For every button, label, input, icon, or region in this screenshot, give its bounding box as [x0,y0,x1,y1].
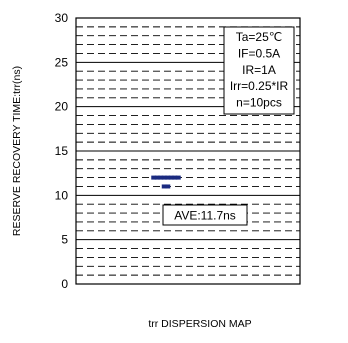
condition-line: Irr=0.25*IR [230,79,289,93]
chart-title: trr DISPERSION MAP [148,318,251,330]
data-point [158,175,164,180]
data-points [151,175,181,189]
data-point [172,175,178,180]
average-box-frame [162,204,248,226]
y-tick-label: 5 [61,233,68,247]
y-axis-label: RESERVE RECOVERY TIME:trr(ns) [11,66,23,236]
y-tick-label: 10 [55,188,69,202]
conditions-box: Ta=25℃ IF=0.5A IR=1A Irr=0.25*IR n=10pcs [223,26,295,115]
y-tick-label: 30 [55,11,69,25]
average-label: AVE:11.7ns [174,209,236,223]
y-tick-label: 15 [55,144,69,158]
y-tick-label: 25 [55,55,69,69]
data-point [151,175,157,180]
data-point [165,184,171,189]
plot-frame [75,17,301,285]
data-point [168,175,174,180]
data-point [165,175,171,180]
data-point [161,184,167,189]
condition-line: IF=0.5A [238,46,280,60]
y-tick-label: 20 [55,100,69,114]
y-axis-ticks: 0 5 10 15 20 25 30 [55,11,69,291]
y-tick-label: 0 [61,277,68,291]
condition-line: n=10pcs [236,96,282,110]
condition-line: Ta=25℃ [236,30,283,44]
grid-lines [76,26,300,276]
average-box: AVE:11.7ns [162,204,248,226]
data-point [175,175,181,180]
data-point [161,175,167,180]
condition-line: IR=1A [242,63,276,77]
conditions-box-frame [223,26,295,115]
data-point [154,175,160,180]
